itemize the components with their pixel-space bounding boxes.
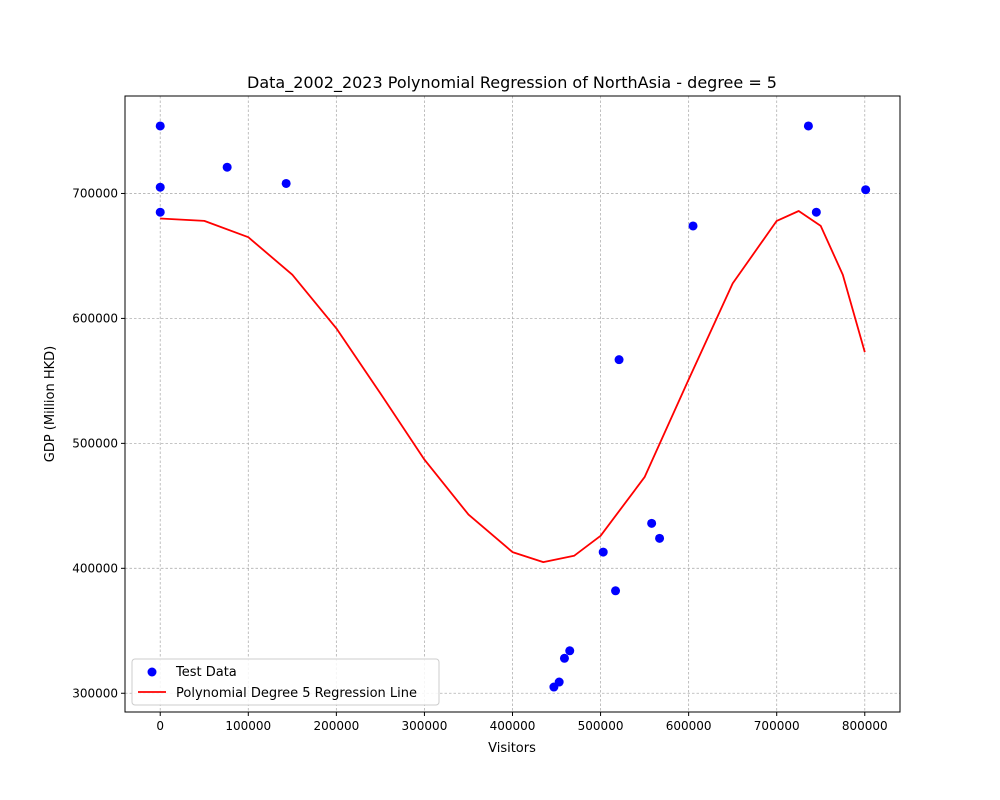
data-point — [811, 207, 821, 217]
y-axis-label: GDP (Million HKD) — [43, 346, 58, 463]
data-point — [688, 221, 698, 231]
data-point — [611, 586, 621, 596]
data-point — [222, 162, 232, 172]
x-tick-label: 200000 — [313, 719, 359, 733]
data-point — [281, 178, 291, 188]
data-point — [614, 355, 624, 365]
x-tick-label: 700000 — [754, 719, 800, 733]
legend: Test Data Polynomial Degree 5 Regression… — [131, 658, 440, 706]
x-tick-label: 300000 — [402, 719, 448, 733]
data-point — [861, 185, 871, 195]
legend-marker-test-data — [147, 667, 157, 677]
data-point — [155, 207, 165, 217]
y-tick-label: 300000 — [72, 686, 118, 700]
x-tick-label: 100000 — [225, 719, 271, 733]
x-tick-label: 0 — [156, 719, 164, 733]
data-point — [554, 677, 564, 687]
x-axis-ticks: 0 100000 200000 300000 400000 500000 600000 700… — [156, 712, 888, 733]
data-point — [559, 653, 569, 663]
chart-title: Data_2002_2023 Polynomial Regression of … — [247, 73, 777, 93]
y-tick-label: 600000 — [72, 311, 118, 325]
y-tick-label: 400000 — [72, 561, 118, 575]
x-tick-label: 800000 — [842, 719, 888, 733]
data-point — [803, 121, 813, 131]
y-tick-label: 700000 — [72, 186, 118, 200]
data-point — [565, 646, 575, 656]
x-axis-label: Visitors — [488, 741, 536, 756]
y-axis-ticks: 300000 400000 500000 600000 700000 — [72, 186, 125, 700]
x-tick-label: 400000 — [490, 719, 536, 733]
scatter-points-layer — [155, 121, 871, 692]
data-point — [155, 182, 165, 192]
legend-label-regression-line: Polynomial Degree 5 Regression Line — [176, 686, 417, 701]
data-point — [647, 518, 657, 528]
y-tick-label: 500000 — [72, 436, 118, 450]
grid-lines — [125, 96, 900, 712]
x-tick-label: 600000 — [666, 719, 712, 733]
regression-line-layer — [160, 210, 866, 563]
data-point — [598, 547, 608, 557]
data-point — [655, 533, 665, 543]
data-point — [155, 121, 165, 131]
x-tick-label: 500000 — [578, 719, 624, 733]
legend-label-test-data: Test Data — [175, 665, 237, 680]
regression-line — [160, 210, 866, 563]
legend-box — [131, 658, 440, 706]
